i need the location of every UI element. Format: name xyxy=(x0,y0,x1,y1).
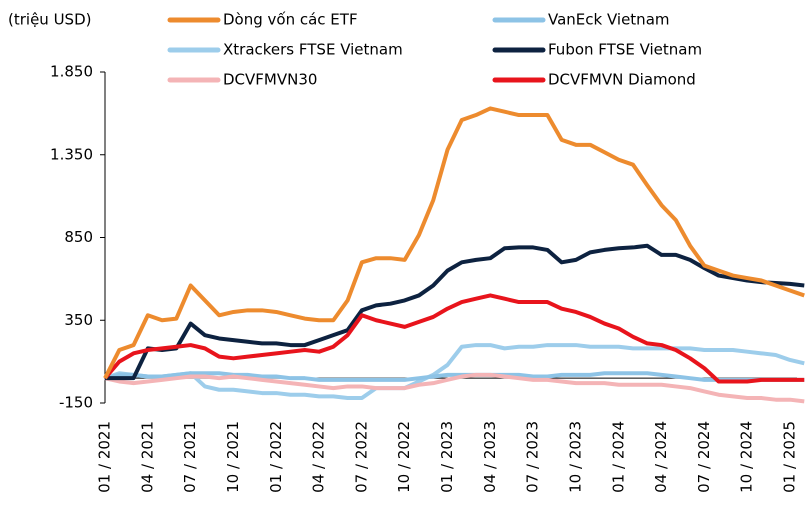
series-line xyxy=(105,243,805,381)
x-tick-label: 01 / 2024 xyxy=(609,421,627,493)
legend-label: Fubon FTSE Vietnam xyxy=(548,41,702,59)
x-tick-label: 04 / 2024 xyxy=(652,421,670,493)
series-line xyxy=(104,343,805,401)
y-tick-label: 350 xyxy=(64,311,93,329)
x-tick-label: 10 / 2022 xyxy=(395,421,413,493)
x-tick-label: 01 / 2022 xyxy=(267,421,285,493)
x-tick-label: 10 / 2023 xyxy=(566,421,584,493)
x-tick-label: 04 / 2022 xyxy=(310,421,328,493)
x-tick-label: 04 / 2021 xyxy=(138,421,156,493)
x-tick-label: 01 / 2025 xyxy=(781,421,799,493)
y-tick-label: 850 xyxy=(64,228,93,246)
series-line xyxy=(104,372,805,404)
y-tick-label: 1.350 xyxy=(50,145,93,163)
legend-label: Dòng vốn các ETF xyxy=(223,11,358,29)
x-tick-label: 01 / 2021 xyxy=(96,421,114,493)
legend-label: DCVFMVN Diamond xyxy=(548,71,696,89)
x-tick-label: 10 / 2021 xyxy=(224,421,242,493)
legend-label: VanEck Vietnam xyxy=(548,11,670,29)
legend-label: DCVFMVN30 xyxy=(223,71,317,89)
x-tick-label: 04 / 2023 xyxy=(481,421,499,493)
y-tick-label: 1.850 xyxy=(50,63,93,81)
x-tick-label: 10 / 2024 xyxy=(738,421,756,493)
y-axis-label: (triệu USD) xyxy=(8,11,91,29)
series-line xyxy=(103,293,805,384)
series-line xyxy=(103,106,805,380)
x-tick-label: 01 / 2023 xyxy=(438,421,456,493)
x-tick-label: 07 / 2022 xyxy=(352,421,370,493)
x-tick-label: 07 / 2024 xyxy=(695,421,713,493)
x-tick-label: 07 / 2023 xyxy=(524,421,542,493)
series-line xyxy=(104,371,805,382)
x-tick-label: 07 / 2021 xyxy=(181,421,199,493)
y-tick-label: -150 xyxy=(59,394,93,412)
legend-label: Xtrackers FTSE Vietnam xyxy=(223,41,403,59)
